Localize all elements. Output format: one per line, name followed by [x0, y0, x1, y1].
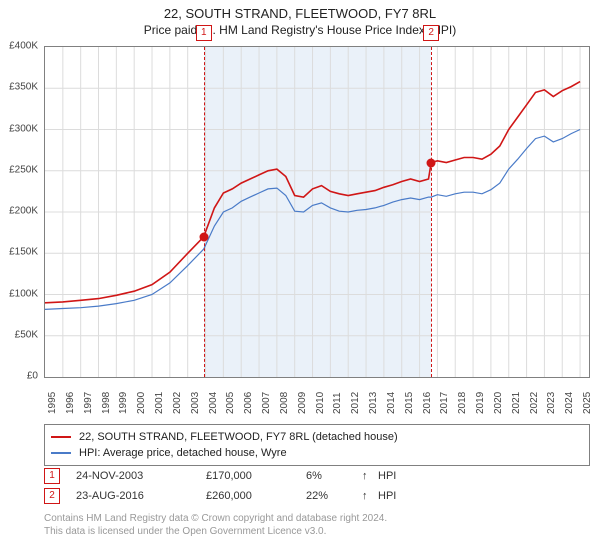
x-tick-label: 2016 [422, 392, 433, 414]
sale-price: £170,000 [206, 470, 306, 482]
sale-date: 24-NOV-2003 [76, 470, 206, 482]
sales-table: 1 24-NOV-2003£170,0006%↑HPI 2 23-AUG-2016£2… [44, 466, 590, 506]
x-tick-label: 1999 [118, 392, 129, 414]
y-tick-label: £150K [9, 247, 38, 258]
x-tick-label: 2000 [136, 392, 147, 414]
sale-marker-badge: 2 [423, 25, 439, 41]
x-tick-label: 2006 [243, 392, 254, 414]
title-address: 22, SOUTH STRAND, FLEETWOOD, FY7 8RL [0, 6, 600, 21]
x-tick-label: 2002 [172, 392, 183, 414]
legend-box: 22, SOUTH STRAND, FLEETWOOD, FY7 8RL (de… [44, 424, 590, 466]
x-tick-label: 2005 [225, 392, 236, 414]
sale-marker-line [204, 47, 205, 377]
title-subtitle: Price paid vs. HM Land Registry's House … [0, 23, 600, 37]
footer-attribution: Contains HM Land Registry data © Crown c… [44, 512, 590, 538]
legend-swatch [51, 452, 71, 454]
x-tick-label: 2012 [350, 392, 361, 414]
x-tick-label: 2004 [208, 392, 219, 414]
x-tick-label: 2007 [261, 392, 272, 414]
x-axis-labels: 1995 1996 1997 1998 1999 2000 2001 2002 2003 2004… [44, 380, 590, 420]
legend-swatch [51, 436, 71, 438]
y-tick-label: £0 [27, 371, 38, 382]
sale-hpi-label: HPI [378, 490, 418, 502]
sale-date: 23-AUG-2016 [76, 490, 206, 502]
y-tick-label: £300K [9, 123, 38, 134]
x-tick-label: 2020 [493, 392, 504, 414]
footer-line2: This data is licensed under the Open Gov… [44, 525, 590, 538]
title-block: 22, SOUTH STRAND, FLEETWOOD, FY7 8RL Pri… [0, 0, 600, 37]
y-tick-label: £400K [9, 41, 38, 52]
chart-svg [45, 47, 589, 377]
arrow-up-icon: ↑ [362, 470, 378, 482]
x-tick-label: 2022 [529, 392, 540, 414]
sale-pct: 22% [306, 490, 362, 502]
x-tick-label: 2011 [332, 392, 343, 414]
x-tick-label: 2001 [154, 392, 165, 414]
sale-row: 2 23-AUG-2016£260,00022%↑HPI [44, 486, 590, 506]
x-tick-label: 1998 [101, 392, 112, 414]
x-tick-label: 2015 [404, 392, 415, 414]
legend-label: HPI: Average price, detached house, Wyre [79, 447, 287, 459]
sale-row-badge: 1 [44, 468, 60, 484]
legend-label: 22, SOUTH STRAND, FLEETWOOD, FY7 8RL (de… [79, 431, 398, 443]
x-tick-label: 2019 [475, 392, 486, 414]
y-tick-label: £200K [9, 206, 38, 217]
sale-hpi-label: HPI [378, 470, 418, 482]
sale-marker-line [431, 47, 432, 377]
x-tick-label: 1996 [65, 392, 76, 414]
x-tick-label: 2013 [368, 392, 379, 414]
x-tick-label: 2014 [386, 392, 397, 414]
x-tick-label: 2009 [297, 392, 308, 414]
x-tick-label: 1997 [83, 392, 94, 414]
x-tick-label: 2023 [546, 392, 557, 414]
legend-row: HPI: Average price, detached house, Wyre [51, 445, 583, 461]
sale-pct: 6% [306, 470, 362, 482]
arrow-up-icon: ↑ [362, 490, 378, 502]
chart-plot-area: 12 [44, 46, 590, 378]
x-tick-label: 2003 [190, 392, 201, 414]
legend-row: 22, SOUTH STRAND, FLEETWOOD, FY7 8RL (de… [51, 429, 583, 445]
x-tick-label: 2010 [315, 392, 326, 414]
footer-line1: Contains HM Land Registry data © Crown c… [44, 512, 590, 525]
sale-point-dot [199, 232, 208, 241]
x-tick-label: 1995 [47, 392, 58, 414]
y-tick-label: £250K [9, 164, 38, 175]
sale-row-badge: 2 [44, 488, 60, 504]
y-axis-labels: £0£50K£100K£150K£200K£250K£300K£350K£400… [0, 46, 42, 378]
x-tick-label: 2018 [457, 392, 468, 414]
x-tick-label: 2024 [564, 392, 575, 414]
x-tick-label: 2017 [439, 392, 450, 414]
sale-row: 1 24-NOV-2003£170,0006%↑HPI [44, 466, 590, 486]
y-tick-label: £100K [9, 288, 38, 299]
sale-price: £260,000 [206, 490, 306, 502]
x-tick-label: 2021 [511, 392, 522, 414]
y-tick-label: £350K [9, 82, 38, 93]
x-tick-label: 2025 [582, 392, 593, 414]
y-tick-label: £50K [15, 329, 38, 340]
sale-point-dot [427, 158, 436, 167]
x-tick-label: 2008 [279, 392, 290, 414]
figure-root: 22, SOUTH STRAND, FLEETWOOD, FY7 8RL Pri… [0, 0, 600, 560]
sale-marker-badge: 1 [196, 25, 212, 41]
